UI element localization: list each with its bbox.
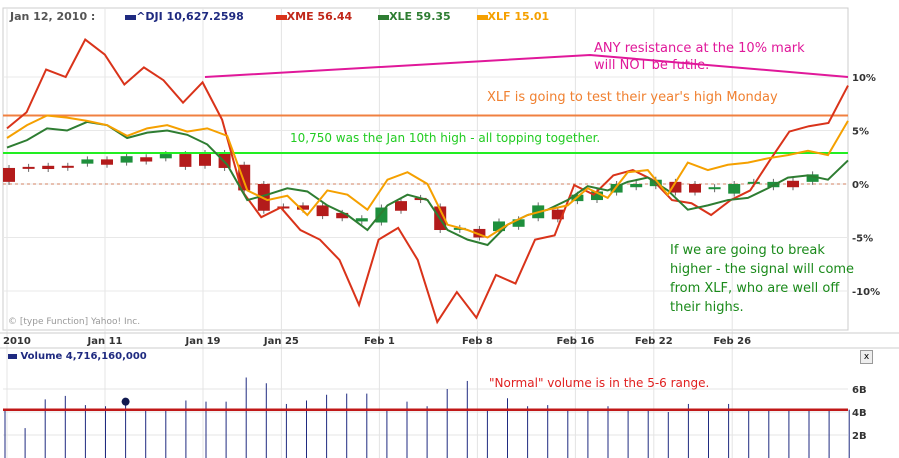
xlf-swatch-icon [476, 15, 488, 20]
legend-xlf[interactable]: XLF 15.01 [487, 10, 550, 23]
legend-xme[interactable]: XME 56.44 [286, 10, 353, 23]
x-tick-label: Feb 1 [364, 336, 395, 347]
x-tick-label: Feb 8 [462, 336, 493, 347]
annotation-line: their highs. [670, 300, 744, 315]
y-tick-label: 10% [852, 73, 876, 84]
annotation-dji-high: 10,750 was the Jan 10th high - all toppi… [290, 131, 601, 145]
dji-candle [395, 201, 407, 211]
dji-candle [512, 219, 525, 227]
dji-candle [179, 154, 192, 167]
annotation-resistance: ANY resistance at the 10% mark will NOT … [594, 40, 805, 74]
volume-label: Volume [20, 351, 63, 362]
x-tick-label: Jan 19 [185, 336, 221, 347]
dji-candle [473, 228, 486, 238]
xme-swatch-icon [275, 15, 287, 20]
legend-xle[interactable]: XLE 59.35 [389, 10, 451, 23]
dji-candle [42, 165, 55, 170]
dji-candle [806, 174, 819, 182]
dji-candle [159, 154, 172, 159]
volume-tick-label: 6B [852, 385, 867, 396]
annotation-line: ANY resistance at the 10% mark [594, 41, 805, 56]
dji-candle [199, 152, 211, 166]
dji-candle [728, 184, 741, 194]
dji-candle [140, 157, 153, 162]
volume-tick-label: 4B [852, 408, 867, 419]
x-tick-label: Jan 11 [87, 336, 123, 347]
annotation-line: will NOT be futile. [594, 58, 710, 73]
volume-value: 4,716,160,000 [65, 351, 147, 362]
dji-candle [355, 218, 368, 222]
series-xlf-line [6, 114, 849, 239]
copyright: © [type Function] Yahoo! Inc. [8, 317, 141, 327]
dji-candle [120, 156, 133, 163]
dji-candle [3, 167, 15, 182]
dji-candle [61, 165, 74, 168]
dji-candle [277, 206, 290, 209]
volume-close-button[interactable]: x [860, 350, 873, 364]
annotation-line: higher - the signal will come [670, 262, 855, 277]
dji-candle [708, 187, 721, 190]
dji-candle [493, 221, 505, 232]
x-tick-label: 2010 [3, 336, 31, 347]
volume-marker-dot [121, 397, 130, 406]
x-tick-label: Feb 22 [635, 336, 673, 347]
y-tick-label: 0% [852, 180, 869, 191]
dji-swatch-icon [125, 15, 137, 20]
x-tick-label: Jan 25 [263, 336, 299, 347]
annotation-line: from XLF, who are well off [670, 281, 840, 296]
annotation-volume: "Normal" volume is in the 5-6 range. [489, 376, 710, 390]
dji-candle [610, 184, 623, 193]
xle-swatch-icon [378, 15, 390, 20]
dji-candle [591, 191, 603, 201]
x-tick-label: Feb 16 [557, 336, 595, 347]
dji-candle [747, 181, 760, 184]
x-tick-label: Feb 26 [713, 336, 751, 347]
dji-candle [375, 207, 388, 223]
legend: Jan 12, 2010 : ^DJI 10,627.2598 XME 56.4… [10, 10, 549, 23]
dji-candle [316, 205, 329, 217]
series-xme-line [6, 38, 849, 325]
resistance-trendline [204, 53, 849, 78]
dji-candle [669, 181, 682, 193]
dji-candle [689, 184, 701, 193]
dji-candle [551, 209, 564, 220]
volume-tick-label: 2B [852, 431, 867, 442]
y-tick-label: -5% [852, 234, 873, 245]
dji-candle [297, 205, 309, 210]
dji-candle [787, 180, 799, 188]
annotation-xlf-test: XLF is going to test their year's high M… [487, 90, 778, 105]
dji-candle [336, 212, 349, 219]
y-tick-label: -10% [852, 287, 880, 298]
dji-candle [22, 166, 35, 169]
dji-candle [630, 184, 643, 188]
volume-legend: Volume 4,716,160,000 [8, 351, 147, 362]
annotation-line: If we are going to break [670, 243, 825, 258]
annotation-xlf-signal: If we are going to break higher - the si… [670, 241, 854, 317]
dji-candle [81, 159, 94, 164]
dji-candle [101, 159, 113, 165]
series-xle-line [6, 120, 849, 247]
y-tick-label: 5% [852, 127, 869, 138]
volume-swatch-icon [8, 354, 17, 359]
legend-date: Jan 12, 2010 : [10, 10, 96, 23]
legend-dji[interactable]: ^DJI 10,627.2598 [136, 10, 244, 23]
